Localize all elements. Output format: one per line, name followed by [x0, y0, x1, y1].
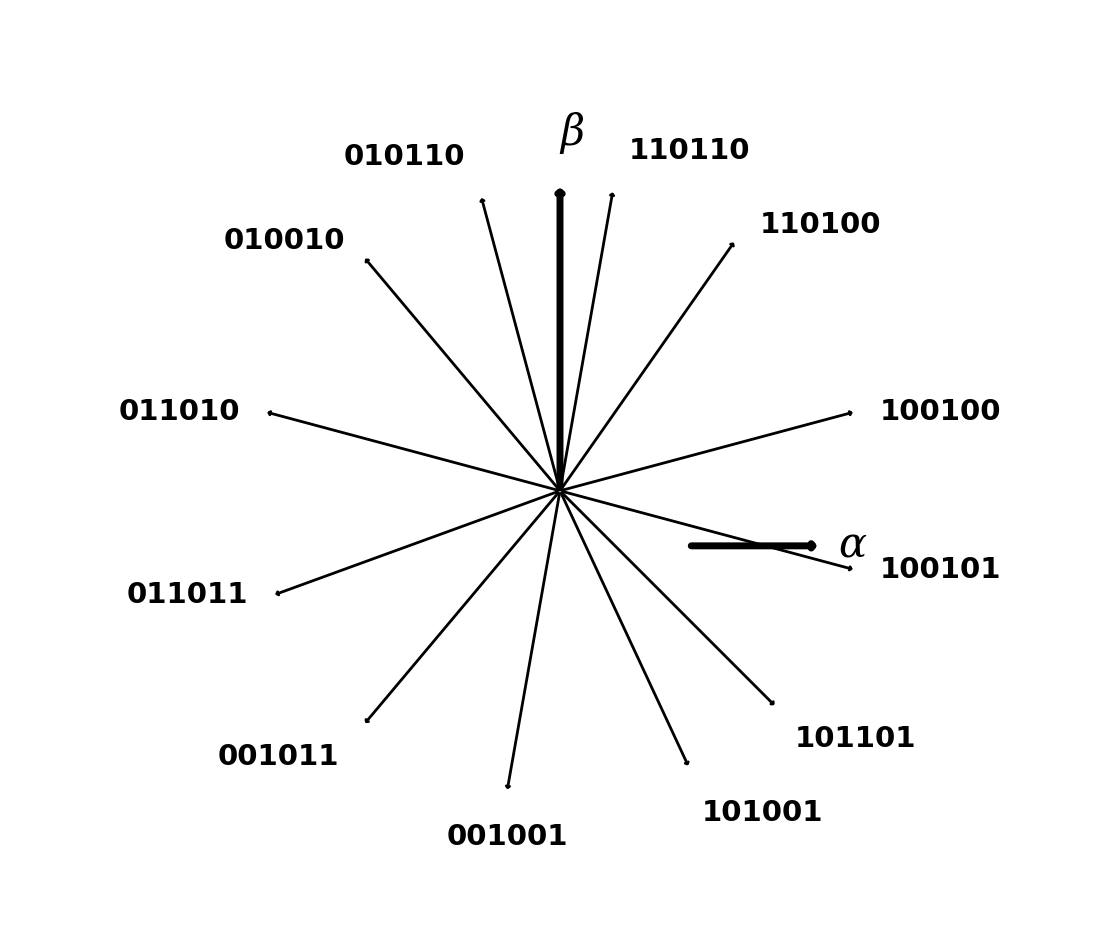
Text: 100100: 100100 [880, 398, 1001, 426]
Text: 101001: 101001 [701, 799, 823, 826]
Text: 110100: 110100 [759, 211, 881, 239]
Text: 010010: 010010 [224, 227, 345, 255]
Text: 101101: 101101 [795, 726, 916, 753]
Text: 100101: 100101 [880, 556, 1001, 584]
Text: 011011: 011011 [127, 581, 249, 610]
Text: 011010: 011010 [119, 398, 240, 426]
Text: 110110: 110110 [628, 137, 750, 165]
Text: α: α [839, 525, 867, 567]
Text: 001011: 001011 [217, 744, 339, 771]
Text: 010110: 010110 [344, 143, 466, 171]
Text: 001001: 001001 [446, 823, 568, 850]
Text: β: β [560, 112, 585, 154]
